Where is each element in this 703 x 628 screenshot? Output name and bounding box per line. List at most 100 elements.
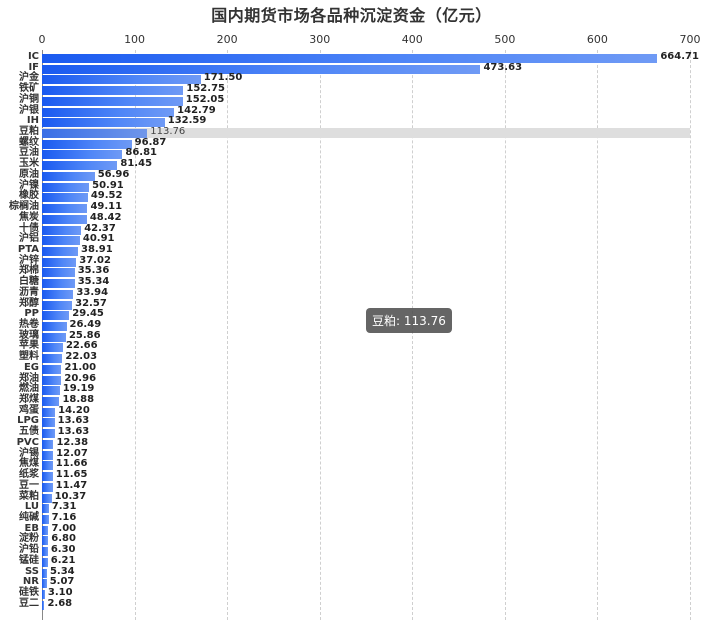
bar-row[interactable]: 焦炭 48.42 bbox=[0, 212, 690, 224]
bar-row[interactable]: 纸浆 11.65 bbox=[0, 469, 690, 482]
bar[interactable] bbox=[42, 504, 49, 514]
bar-row[interactable]: 菜粕 10.37 bbox=[0, 491, 690, 503]
bar[interactable] bbox=[42, 171, 95, 181]
bar-row[interactable]: 焦煤 11.66 bbox=[0, 458, 690, 471]
bar[interactable] bbox=[42, 429, 55, 439]
bar[interactable] bbox=[42, 354, 63, 364]
bar-row[interactable]: PTA 38.91 bbox=[0, 244, 690, 256]
bar[interactable] bbox=[42, 493, 52, 503]
bar[interactable] bbox=[42, 107, 175, 117]
bar-row[interactable]: IC 664.71 bbox=[0, 51, 699, 63]
bar[interactable] bbox=[42, 579, 47, 589]
bar-row[interactable]: 沥青 33.94 bbox=[0, 287, 690, 299]
bar-row[interactable]: 塑料 22.03 bbox=[0, 351, 690, 364]
bar[interactable] bbox=[42, 332, 66, 342]
bar-row[interactable]: 沪镍 50.91 bbox=[0, 180, 690, 192]
bar[interactable] bbox=[42, 590, 45, 599]
bar-row[interactable]: SS 5.34 bbox=[0, 566, 690, 578]
bar-row[interactable]: 鸡蛋 14.20 bbox=[0, 405, 690, 417]
bar[interactable] bbox=[42, 161, 118, 171]
bar[interactable] bbox=[42, 364, 62, 374]
bar-row[interactable]: PP 29.45 bbox=[0, 308, 690, 321]
bar-row[interactable]: 玉米 81.45 bbox=[0, 158, 690, 171]
bar-row[interactable]: 橡胶 49.52 bbox=[0, 190, 690, 203]
bar-row[interactable]: 硅铁 3.10 bbox=[0, 587, 690, 599]
bar-row[interactable]: 沪铅 6.30 bbox=[0, 544, 690, 557]
bar-row[interactable]: EB 7.00 bbox=[0, 523, 690, 535]
bar-row[interactable]: 棕榈油 49.11 bbox=[0, 201, 690, 214]
bar[interactable] bbox=[42, 86, 184, 96]
bar-row[interactable]: 螺纹 96.87 bbox=[0, 137, 690, 149]
bar[interactable] bbox=[42, 279, 75, 289]
bar-row[interactable]: 沪银 142.79 bbox=[0, 105, 690, 117]
bar-row[interactable]: 沪铜 152.05 bbox=[0, 94, 690, 106]
bar[interactable] bbox=[42, 514, 49, 524]
bar[interactable] bbox=[42, 204, 88, 214]
bar[interactable] bbox=[42, 139, 132, 149]
bar-row[interactable]: 白糖 35.34 bbox=[0, 276, 690, 289]
bar[interactable] bbox=[42, 182, 90, 192]
bar[interactable] bbox=[42, 193, 88, 203]
bar[interactable] bbox=[42, 386, 60, 396]
bar[interactable] bbox=[42, 246, 79, 256]
bar[interactable] bbox=[42, 600, 45, 610]
bar-row[interactable]: 郑醇 32.57 bbox=[0, 298, 690, 310]
bar[interactable] bbox=[42, 407, 56, 417]
bar[interactable] bbox=[42, 96, 183, 106]
bar[interactable] bbox=[42, 214, 87, 224]
bar-row[interactable]: 淀粉 6.80 bbox=[0, 533, 690, 546]
bar[interactable] bbox=[42, 129, 148, 139]
bar[interactable] bbox=[42, 268, 75, 278]
bar[interactable] bbox=[42, 525, 49, 535]
bar[interactable] bbox=[42, 450, 54, 460]
bar-row[interactable]: 郑油 20.96 bbox=[0, 373, 690, 385]
bar[interactable] bbox=[42, 75, 201, 85]
bar-row[interactable]: 苹果 22.66 bbox=[0, 340, 690, 353]
bar[interactable] bbox=[42, 439, 54, 449]
bar-row[interactable]: 原油 56.96 bbox=[0, 169, 690, 181]
bar[interactable] bbox=[42, 472, 53, 482]
bar[interactable] bbox=[42, 257, 77, 267]
bar-row[interactable]: EG 21.00 bbox=[0, 362, 690, 374]
bar-row[interactable]: NR 5.07 bbox=[0, 576, 690, 589]
bar[interactable] bbox=[42, 536, 49, 546]
bar[interactable] bbox=[42, 375, 62, 385]
bar-row[interactable]: PVC 12.38 bbox=[0, 437, 690, 449]
bar[interactable] bbox=[42, 300, 73, 310]
bar[interactable] bbox=[42, 547, 48, 557]
bar[interactable] bbox=[42, 236, 80, 246]
bar[interactable] bbox=[42, 461, 53, 471]
bar[interactable] bbox=[42, 64, 481, 74]
bar[interactable] bbox=[42, 568, 47, 578]
bar[interactable] bbox=[42, 118, 165, 128]
bar-row[interactable]: 纯碱 7.16 bbox=[0, 512, 690, 524]
bar-row[interactable]: IF 473.63 bbox=[0, 62, 690, 74]
bar-row[interactable]: 十债 42.37 bbox=[0, 223, 690, 235]
bar-row[interactable]: LPG 13.63 bbox=[0, 415, 690, 428]
bar[interactable] bbox=[42, 557, 48, 567]
bar[interactable] bbox=[42, 343, 63, 353]
bar-row[interactable]: 沪铝 40.91 bbox=[0, 233, 690, 246]
bar-row[interactable]: 锰硅 6.21 bbox=[0, 555, 690, 567]
bar-row[interactable]: 豆一 11.47 bbox=[0, 480, 690, 492]
bar-row[interactable]: 郑煤 18.88 bbox=[0, 394, 690, 407]
bar-row[interactable]: 豆二 2.68 bbox=[0, 598, 690, 610]
bar-row[interactable]: IH 132.59 bbox=[0, 115, 690, 128]
bar-row[interactable]: 沪锌 37.02 bbox=[0, 255, 690, 267]
bar[interactable] bbox=[42, 225, 82, 235]
bar[interactable] bbox=[42, 418, 55, 428]
bar-row[interactable]: 豆粕 113.76 bbox=[0, 126, 690, 139]
bar-row[interactable]: 铁矿 152.75 bbox=[0, 83, 690, 96]
bar[interactable] bbox=[42, 482, 53, 492]
bar-row[interactable]: 热卷 26.49 bbox=[0, 319, 690, 331]
bar[interactable] bbox=[42, 397, 60, 407]
bar[interactable] bbox=[42, 289, 74, 299]
bar-row[interactable]: 豆油 86.81 bbox=[0, 147, 690, 160]
bar-row[interactable]: LU 7.31 bbox=[0, 501, 690, 514]
bar[interactable] bbox=[42, 54, 658, 63]
bar[interactable] bbox=[42, 311, 70, 321]
bar-row[interactable]: 燃油 19.19 bbox=[0, 383, 690, 396]
bar-row[interactable]: 玻璃 25.86 bbox=[0, 330, 690, 342]
bar[interactable] bbox=[42, 150, 123, 160]
bar-row[interactable]: 沪锡 12.07 bbox=[0, 448, 690, 460]
